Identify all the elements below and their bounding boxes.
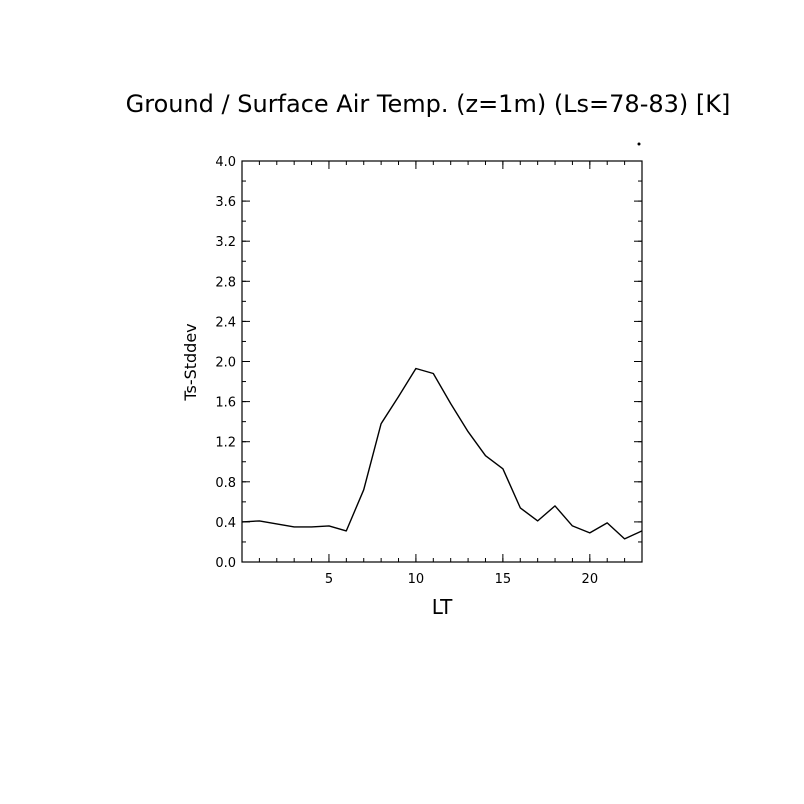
plot-area: 0.0 0.4 0.8 1.2 1.6 2.0 2.4 2.8 3.2 3.6 4.0 5 10 15 20 — [215, 155, 643, 587]
x-tick-label: 15 — [495, 572, 512, 587]
y-tick-label: 0.8 — [215, 476, 236, 491]
x-axis-label: LT — [432, 595, 453, 619]
y-tick-label: 1.2 — [215, 436, 236, 451]
x-tick-label: 5 — [325, 572, 333, 587]
plot-frame — [241, 160, 643, 563]
x-tick-label: 10 — [408, 572, 425, 587]
y-tick-label: 0.0 — [215, 556, 236, 571]
y-tick-label: 2.4 — [215, 315, 236, 330]
series-line — [241, 367, 643, 540]
y-tick-label: 0.4 — [215, 516, 236, 531]
y-axis-label: Ts-Stddev — [181, 323, 200, 401]
y-tick-label: 3.2 — [215, 235, 236, 250]
y-tick-label: 2.8 — [215, 275, 236, 290]
y-tick-label: 1.6 — [215, 396, 236, 411]
corner-dot — [637, 142, 641, 146]
y-tick-label: 2.0 — [215, 356, 236, 371]
x-tick-label: 20 — [582, 572, 599, 587]
y-tick-label: 4.0 — [215, 155, 236, 170]
y-tick-label: 3.6 — [215, 195, 236, 210]
chart-title: Ground / Surface Air Temp. (z=1m) (Ls=78… — [126, 90, 731, 118]
